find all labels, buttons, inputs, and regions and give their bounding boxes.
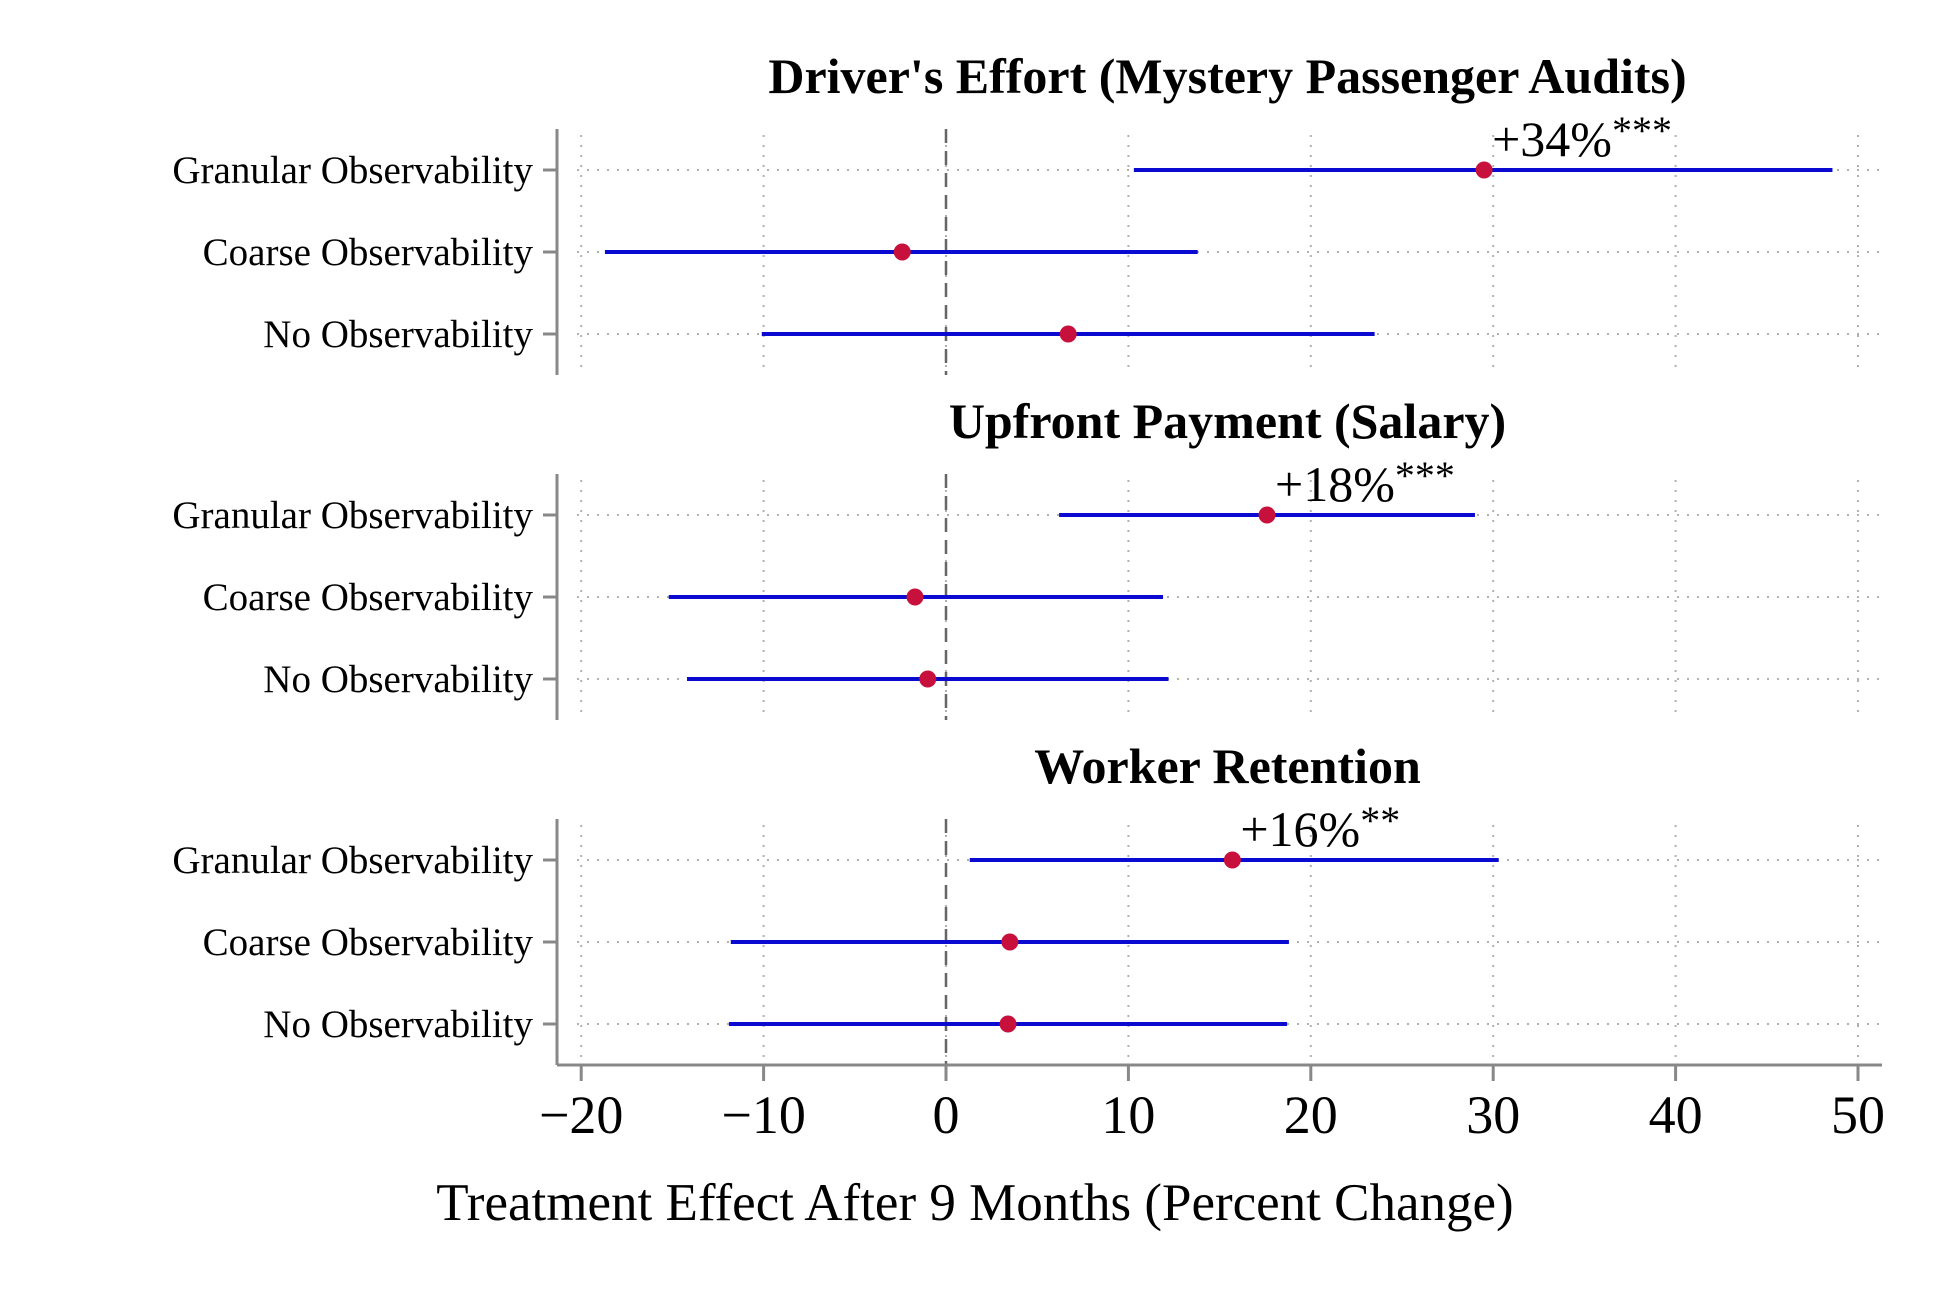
point-estimate xyxy=(999,1015,1017,1033)
point-estimate xyxy=(1258,506,1276,524)
annotation-stars: *** xyxy=(1612,108,1672,153)
panel-1: Driver's Effort (Mystery Passenger Audit… xyxy=(172,48,1882,375)
panel-2: Upfront Payment (Salary) Granular Observa… xyxy=(172,393,1882,720)
panels: Driver's Effort (Mystery Passenger Audit… xyxy=(172,48,1882,1065)
row-label: Coarse Observability xyxy=(203,231,534,274)
panel-3: Worker Retention Granular Observability +1… xyxy=(172,738,1882,1065)
annotation-stars: ** xyxy=(1360,798,1400,843)
point-estimate xyxy=(919,670,937,688)
row-label: No Observability xyxy=(263,1003,533,1046)
annotation-value: +16% xyxy=(1240,801,1360,857)
panel-title: Upfront Payment (Salary) xyxy=(949,393,1506,449)
panel-title: Driver's Effort (Mystery Passenger Audit… xyxy=(768,48,1686,104)
x-tick-label: 30 xyxy=(1466,1085,1520,1145)
x-tick-label: 0 xyxy=(933,1085,960,1145)
x-tick-label: 20 xyxy=(1284,1085,1338,1145)
annotation-value: +34% xyxy=(1492,111,1612,167)
row-label: Granular Observability xyxy=(172,494,533,537)
point-estimate xyxy=(906,588,924,606)
row-label: Coarse Observability xyxy=(203,576,534,619)
x-tick-label: 10 xyxy=(1101,1085,1155,1145)
significance-annotation: +16%** xyxy=(1240,798,1400,857)
panel-title: Worker Retention xyxy=(1034,738,1421,794)
point-estimate xyxy=(1059,325,1077,343)
x-axis-title: Treatment Effect After 9 Months (Percent… xyxy=(436,1174,1513,1232)
row-label: Granular Observability xyxy=(172,149,533,192)
row-label: No Observability xyxy=(263,313,533,356)
row-label: Granular Observability xyxy=(172,839,533,882)
point-estimate xyxy=(1001,933,1019,951)
significance-annotation: +34%*** xyxy=(1492,108,1672,167)
row-label: Coarse Observability xyxy=(203,921,534,964)
x-tick-label: −20 xyxy=(539,1085,623,1145)
point-estimate xyxy=(893,243,911,261)
point-estimate xyxy=(1223,851,1241,869)
significance-annotation: +18%*** xyxy=(1275,453,1455,512)
annotation-value: +18% xyxy=(1275,456,1395,512)
x-tick-label: 50 xyxy=(1831,1085,1885,1145)
x-tick-label: −10 xyxy=(721,1085,805,1145)
x-axis: −20 −10 0 10 20 30 40 50 xyxy=(539,1063,1885,1145)
point-estimate xyxy=(1475,161,1493,179)
x-tick-label: 40 xyxy=(1649,1085,1703,1145)
annotation-stars: *** xyxy=(1395,453,1455,498)
row-label: No Observability xyxy=(263,658,533,701)
